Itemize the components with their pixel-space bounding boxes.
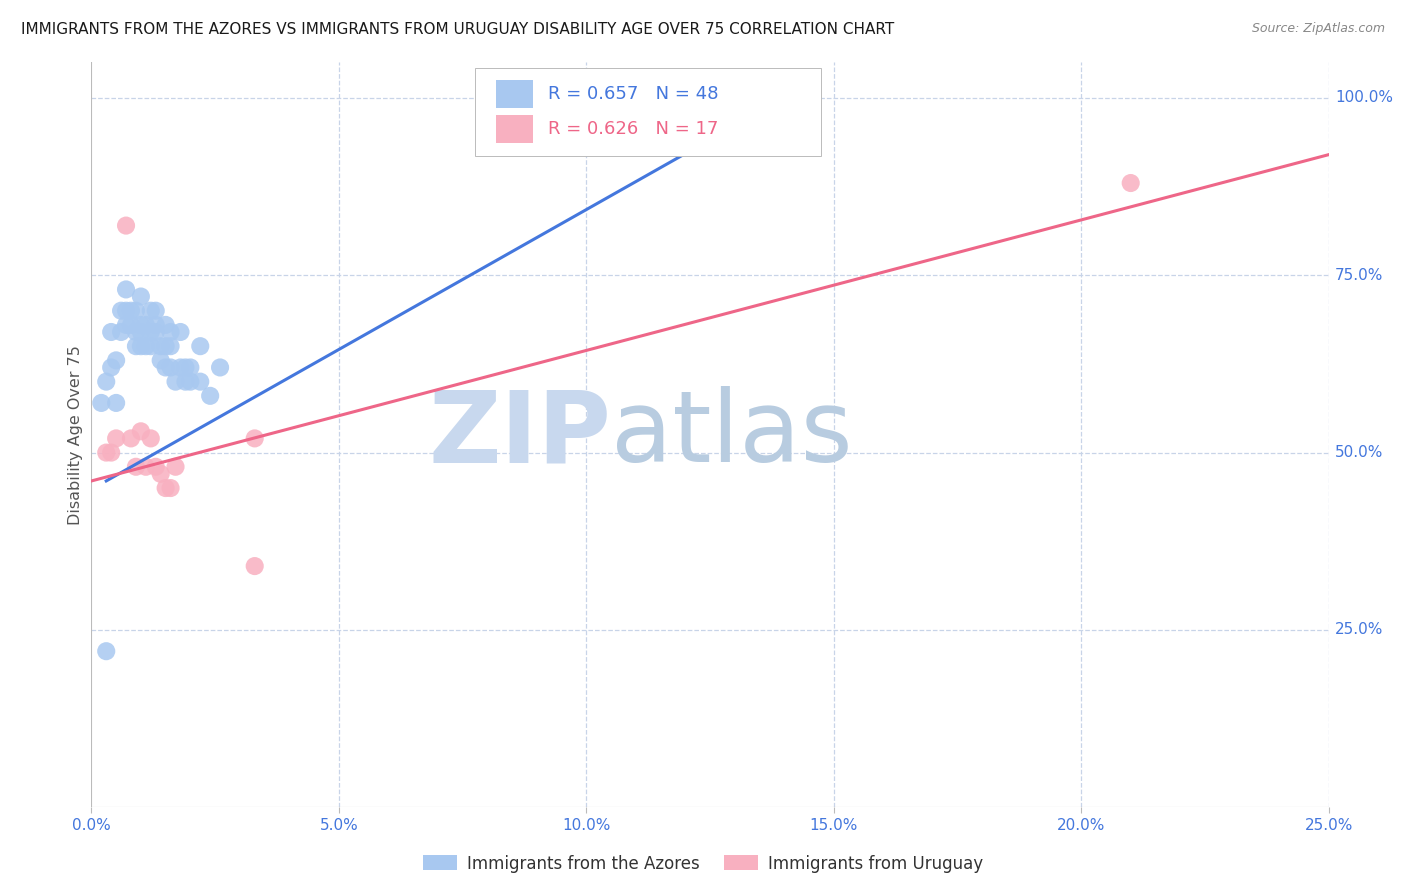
Point <box>135 459 157 474</box>
Point <box>243 559 266 574</box>
Point <box>129 289 152 303</box>
Point <box>188 375 211 389</box>
Point <box>155 318 177 332</box>
Point <box>145 318 167 332</box>
Point <box>159 481 181 495</box>
Text: Source: ZipAtlas.com: Source: ZipAtlas.com <box>1251 22 1385 36</box>
Text: R = 0.657   N = 48: R = 0.657 N = 48 <box>548 85 718 103</box>
Point <box>125 303 148 318</box>
Point <box>169 325 191 339</box>
Point <box>96 644 118 658</box>
Point <box>159 325 181 339</box>
Point <box>105 353 128 368</box>
Bar <box>496 79 533 108</box>
Point <box>135 339 157 353</box>
Point <box>145 325 167 339</box>
Point <box>139 339 162 353</box>
Text: 50.0%: 50.0% <box>1334 445 1384 460</box>
Text: ZIP: ZIP <box>429 386 612 483</box>
Point <box>105 396 128 410</box>
Text: 75.0%: 75.0% <box>1334 268 1384 283</box>
Point <box>125 325 148 339</box>
Point <box>120 431 142 445</box>
Text: atlas: atlas <box>612 386 852 483</box>
Point <box>145 459 167 474</box>
Point <box>145 303 167 318</box>
Point <box>100 360 122 375</box>
Point <box>115 303 138 318</box>
Point <box>149 353 172 368</box>
Point <box>129 318 152 332</box>
Point <box>159 339 181 353</box>
Point <box>96 375 118 389</box>
Point <box>155 360 177 375</box>
Point <box>96 445 118 459</box>
Point <box>209 360 232 375</box>
Point <box>125 459 148 474</box>
Point <box>129 339 152 353</box>
Point <box>129 325 152 339</box>
Point <box>105 431 128 445</box>
Point <box>149 467 172 481</box>
Text: IMMIGRANTS FROM THE AZORES VS IMMIGRANTS FROM URUGUAY DISABILITY AGE OVER 75 COR: IMMIGRANTS FROM THE AZORES VS IMMIGRANTS… <box>21 22 894 37</box>
Point <box>135 318 157 332</box>
Point <box>129 425 152 439</box>
Point <box>115 219 138 233</box>
Point <box>139 303 162 318</box>
Point <box>179 375 201 389</box>
Bar <box>496 115 533 144</box>
Point <box>243 431 266 445</box>
Point <box>90 396 112 410</box>
Text: 25.0%: 25.0% <box>1334 623 1384 638</box>
Point <box>188 339 211 353</box>
FancyBboxPatch shape <box>475 68 821 155</box>
Point <box>100 325 122 339</box>
Point <box>120 303 142 318</box>
Point <box>139 431 162 445</box>
Point <box>125 339 148 353</box>
Point <box>120 318 142 332</box>
Point <box>155 481 177 495</box>
Point <box>155 339 177 353</box>
Point <box>1119 176 1142 190</box>
Y-axis label: Disability Age Over 75: Disability Age Over 75 <box>67 345 83 524</box>
Point <box>165 459 187 474</box>
Point <box>179 360 201 375</box>
Point <box>159 360 181 375</box>
Point <box>110 303 132 318</box>
Text: 100.0%: 100.0% <box>1334 90 1393 105</box>
Point <box>198 389 221 403</box>
Point <box>139 325 162 339</box>
Point <box>174 375 197 389</box>
Point <box>110 325 132 339</box>
Legend: Immigrants from the Azores, Immigrants from Uruguay: Immigrants from the Azores, Immigrants f… <box>416 848 990 880</box>
Point <box>169 360 191 375</box>
Point <box>174 360 197 375</box>
Point <box>115 282 138 296</box>
Point <box>165 375 187 389</box>
Point <box>100 445 122 459</box>
Point <box>149 339 172 353</box>
Point <box>115 318 138 332</box>
Text: R = 0.626   N = 17: R = 0.626 N = 17 <box>548 120 718 138</box>
